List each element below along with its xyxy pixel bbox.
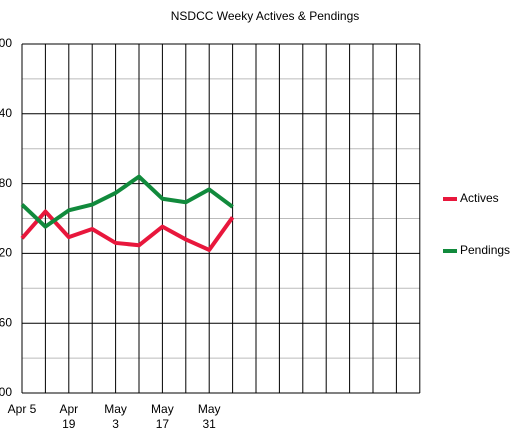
x-tick-label: May 31 bbox=[197, 402, 221, 431]
y-tick-label: 80 bbox=[0, 176, 12, 190]
series-line bbox=[20, 209, 235, 252]
x-tick-label: Apr 19 bbox=[59, 402, 79, 431]
y-tick-label: 00 bbox=[0, 385, 12, 399]
legend-label: Pendings bbox=[460, 243, 510, 257]
y-tick-label: 20 bbox=[0, 246, 12, 260]
y-tick-label: 40 bbox=[0, 106, 12, 120]
x-tick-label: Apr 5 bbox=[7, 402, 37, 416]
x-tick-label: May 3 bbox=[104, 402, 127, 431]
legend-label: Actives bbox=[460, 191, 499, 205]
y-tick-label: 60 bbox=[0, 315, 12, 329]
y-tick-label: 00 bbox=[0, 36, 12, 50]
series-line bbox=[20, 174, 234, 229]
chart-title: NSDCC Weeky Actives & Pendings bbox=[171, 9, 360, 23]
x-tick-label: May 17 bbox=[151, 402, 174, 431]
